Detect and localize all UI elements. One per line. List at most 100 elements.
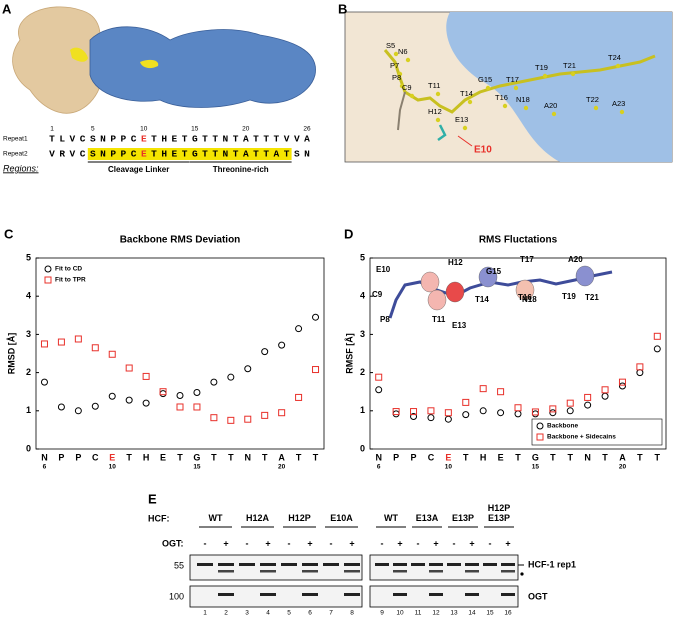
position: 5	[91, 126, 95, 133]
x-tick-label: A	[278, 452, 285, 462]
atom	[393, 51, 399, 57]
legend-marker	[44, 276, 52, 284]
band	[393, 570, 407, 573]
residue: T	[202, 149, 208, 160]
ogt-sign: -	[453, 538, 456, 548]
band	[218, 593, 234, 596]
point	[312, 313, 320, 321]
point	[227, 416, 235, 424]
atom	[467, 99, 473, 105]
residue-label: T16	[495, 93, 508, 102]
point	[193, 388, 201, 396]
residue: T	[284, 149, 290, 160]
ogt-sign: -	[381, 538, 384, 548]
point	[278, 409, 286, 417]
y-tick-label: 0	[360, 443, 365, 453]
atom	[462, 125, 468, 131]
group-label: WT	[384, 513, 398, 523]
point	[549, 409, 557, 417]
group-label: E13P	[452, 513, 474, 523]
band	[429, 563, 443, 566]
x-tick-label: T	[296, 452, 302, 462]
residue-annotation: E13	[452, 321, 467, 330]
lane-number: 16	[504, 610, 512, 617]
point	[295, 325, 303, 333]
residue-label: N6	[398, 47, 408, 56]
lane-number: 10	[396, 610, 404, 617]
residue: V	[284, 134, 290, 145]
point	[514, 404, 522, 412]
highlight-label: E10	[474, 145, 492, 156]
residue-label: C9	[402, 83, 412, 92]
residue: V	[294, 134, 300, 145]
x-tick-label: T	[262, 452, 268, 462]
x-tick-label: P	[393, 452, 399, 462]
legend-label: Fit to TPR	[55, 277, 86, 284]
point	[427, 407, 435, 415]
ogt-sign: +	[469, 538, 474, 548]
x-tick-label: T	[515, 452, 521, 462]
point	[584, 393, 592, 401]
residue-label: T19	[535, 63, 548, 72]
y-axis-label: RMSD [Å]	[6, 333, 16, 375]
chart-title: Backbone RMS Deviation	[120, 235, 241, 246]
residue: G	[192, 134, 198, 145]
ogt-sign: +	[265, 538, 270, 548]
band	[465, 593, 479, 596]
atom	[615, 63, 621, 69]
point	[193, 403, 201, 411]
ogt-sign: -	[417, 538, 420, 548]
point	[210, 414, 218, 422]
residue-number: 15	[193, 464, 201, 471]
ogt-sign: +	[223, 538, 228, 548]
ogt-sign: +	[307, 538, 312, 548]
point	[91, 402, 99, 410]
atom	[570, 71, 576, 77]
x-tick-label: N	[245, 452, 252, 462]
band	[375, 563, 389, 566]
band	[501, 593, 515, 596]
point	[479, 407, 487, 415]
atom	[513, 85, 519, 91]
band	[501, 570, 515, 573]
point	[57, 338, 65, 346]
point	[74, 407, 82, 415]
structure-view	[344, 11, 673, 163]
residue: V	[70, 134, 76, 145]
residue-annotation: T16	[518, 293, 532, 302]
residue: S	[294, 149, 300, 160]
x-tick-label: E	[160, 452, 166, 462]
lane-number: 11	[415, 610, 422, 617]
residue: N	[304, 149, 310, 160]
y-axis-label: RMSF [Å]	[344, 333, 354, 374]
ogt-sign: -	[489, 538, 492, 548]
x-tick-label: P	[75, 452, 81, 462]
lane-number: 9	[380, 610, 384, 617]
residue-label: E13	[455, 115, 468, 124]
x-tick-label: E	[498, 452, 504, 462]
residue: V	[70, 149, 76, 160]
atom	[405, 57, 411, 63]
residue-label: H12	[428, 107, 442, 116]
residue: T	[182, 134, 188, 145]
atom-ellipsoid	[445, 281, 465, 303]
residue: S	[90, 149, 96, 160]
point	[159, 388, 167, 396]
lane-number: 1	[203, 610, 207, 617]
point	[462, 398, 470, 406]
residue: C	[80, 134, 86, 145]
residue-annotation: E10	[376, 265, 391, 274]
row-label: HCF:	[148, 513, 170, 523]
x-tick-label: T	[126, 452, 132, 462]
point	[176, 392, 184, 400]
residue-label: T11	[428, 81, 440, 90]
atom	[435, 91, 441, 97]
residue-annotation: N18	[522, 295, 537, 304]
point	[549, 405, 557, 413]
lane-number: 13	[450, 610, 458, 617]
residue-annotation: T11	[432, 315, 446, 324]
lane-number: 3	[245, 610, 249, 617]
residue: T	[202, 134, 208, 145]
residue-label: G15	[478, 75, 492, 84]
ogt-sign: -	[330, 538, 333, 548]
